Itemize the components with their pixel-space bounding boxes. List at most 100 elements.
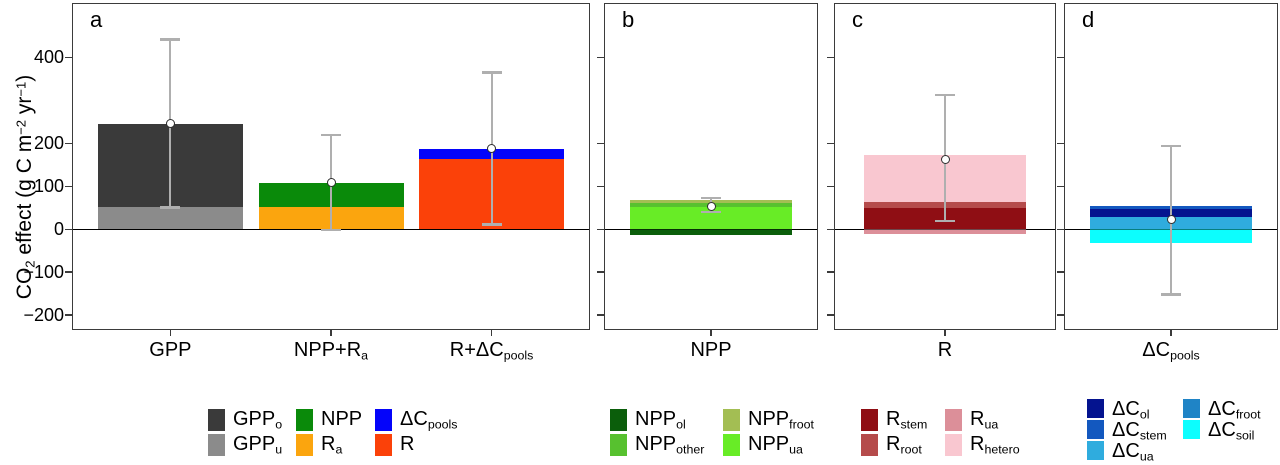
legend-swatch-R — [375, 434, 392, 456]
legend-swatch-dCsoil — [1183, 420, 1200, 439]
x-tick-mark — [490, 330, 493, 336]
legend-swatch-Ra — [296, 434, 313, 456]
y-tick-label: 100 — [33, 176, 64, 197]
label-subscript: pools — [503, 348, 534, 363]
legend-label-Rua: Rua — [970, 408, 999, 432]
legend-label-NPP: NPP — [321, 408, 363, 430]
mean-point-marker — [706, 201, 716, 211]
legend-label-Ra: Ra — [321, 433, 343, 457]
y-tick-mark — [65, 314, 72, 317]
bar-segment-NPPua — [630, 206, 792, 230]
y-tick-label: 200 — [33, 133, 64, 154]
label-subscript: soil — [1235, 428, 1255, 443]
y-tick-mark — [827, 142, 834, 145]
legend-swatch-NPPua — [723, 434, 740, 456]
x-category-label: R+ΔCpools — [449, 339, 534, 363]
error-bar-cap-top — [160, 38, 181, 41]
mean-point-marker — [326, 178, 336, 188]
y-tick-label: 0 — [53, 219, 64, 240]
legend-swatch-GPPo — [208, 409, 225, 431]
x-category-label: NPP+Ra — [293, 339, 369, 363]
x-tick-mark — [330, 330, 332, 336]
y-tick-mark — [827, 271, 834, 274]
legend-swatch-dCol — [1087, 399, 1104, 418]
panel-letter-a: a — [90, 7, 103, 32]
label-subscript: u — [275, 442, 283, 457]
legend-label-R: R — [400, 433, 415, 455]
x-tick-mark — [944, 330, 946, 336]
error-bar-cap-bottom — [160, 206, 181, 209]
legend-label-NPPother: NPPother — [635, 433, 705, 457]
label-subscript: pools — [1170, 348, 1200, 363]
label-subscript: ua — [789, 442, 803, 457]
y-tick-mark — [65, 228, 72, 231]
legend-swatch-NPPother — [610, 434, 627, 456]
mean-point-marker — [940, 155, 950, 165]
error-bar-cap-bottom — [1161, 293, 1181, 297]
x-category-label: ΔCpools — [1142, 339, 1200, 363]
legend-label-dCfroot: ΔCfroot — [1208, 398, 1261, 422]
y-tick-label: −200 — [23, 305, 64, 326]
legend-swatch-dCfroot — [1183, 399, 1200, 418]
legend-label-Rstem: Rstem — [886, 408, 928, 432]
error-bar-cap-bottom — [935, 219, 955, 223]
y-tick-mark — [65, 142, 72, 145]
label-superscript: −1 — [13, 81, 29, 97]
y-tick-mark — [1057, 142, 1064, 145]
legend-swatch-NPPfroot — [723, 409, 740, 431]
label-subscript: stem — [900, 417, 928, 432]
error-bar-cap-top — [935, 93, 955, 97]
y-tick-mark — [1057, 185, 1064, 188]
legend-swatch-dCpools — [375, 409, 392, 431]
legend-label-dCpools: ΔCpools — [400, 408, 458, 432]
label-subscript: stem — [1139, 428, 1167, 443]
legend-swatch-NPPol — [610, 409, 627, 431]
legend-label-NPPol: NPPol — [635, 408, 686, 432]
legend-label-Rroot: Rroot — [886, 433, 922, 457]
legend-swatch-Rstem — [861, 409, 878, 431]
legend-label-dCol: ΔCol — [1112, 398, 1150, 422]
x-category-label: R — [937, 339, 953, 361]
y-tick-mark — [65, 271, 72, 274]
y-tick-mark — [597, 56, 604, 59]
error-bar-cap-top — [321, 133, 341, 137]
legend-label-NPPfroot: NPPfroot — [748, 408, 814, 432]
label-subscript: other — [676, 442, 705, 457]
error-bar-cap-bottom — [481, 222, 502, 226]
y-tick-mark — [597, 185, 604, 188]
mean-point-marker — [165, 119, 175, 129]
y-tick-mark — [1057, 314, 1064, 317]
label-subscript: ol — [1139, 407, 1150, 422]
mean-point-marker — [1166, 214, 1176, 224]
y-tick-mark — [827, 228, 834, 231]
legend-swatch-GPPu — [208, 434, 225, 456]
y-tick-mark — [827, 314, 834, 317]
zero-line-over-bar — [864, 228, 1026, 230]
label-subscript: ol — [676, 417, 686, 432]
error-bar-cap-bottom — [321, 228, 341, 232]
legend-label-GPPu: GPPu — [233, 433, 283, 457]
error-bar-cap-top — [1161, 144, 1181, 148]
y-tick-mark — [597, 271, 604, 274]
legend-label-GPPo: GPPo — [233, 408, 283, 432]
error-bar-cap-bottom — [701, 210, 721, 214]
legend-swatch-Rroot — [861, 434, 878, 456]
legend-swatch-dCstem — [1087, 420, 1104, 439]
y-tick-mark — [827, 185, 834, 188]
error-bar-cap-top — [701, 196, 721, 200]
label-subscript: a — [335, 442, 343, 457]
y-tick-mark — [1057, 228, 1064, 231]
legend-swatch-dCua — [1087, 441, 1104, 460]
label-subscript: ua — [984, 417, 999, 432]
zero-line-over-bar — [630, 228, 792, 230]
legend-swatch-Rhetero — [945, 434, 962, 456]
panel-b — [604, 3, 818, 330]
y-tick-mark — [597, 228, 604, 231]
panel-letter-b: b — [622, 7, 635, 32]
y-tick-mark — [827, 56, 834, 59]
legend-swatch-Rua — [945, 409, 962, 431]
legend-label-NPPua: NPPua — [748, 433, 803, 457]
legend-label-dCsoil: ΔCsoil — [1208, 419, 1255, 443]
zero-line-over-bar — [97, 228, 243, 230]
